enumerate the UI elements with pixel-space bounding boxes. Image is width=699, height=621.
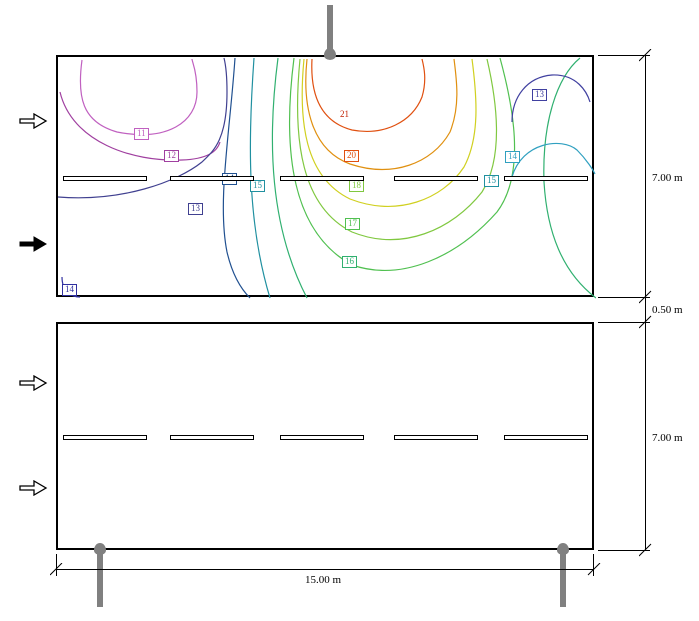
lane-dash [280, 435, 364, 440]
arrow-open-icon [18, 113, 48, 129]
lane-dash [394, 435, 478, 440]
lane-dash [170, 435, 254, 440]
dim-width-label: 15.00 m [305, 574, 341, 586]
dim-gap-label: 0.50 m [652, 304, 683, 316]
pole-bottom-left [97, 552, 103, 607]
arrow-solid-icon [18, 236, 48, 252]
contour-label: 18 [349, 180, 364, 192]
contour-label: 15 [484, 175, 499, 187]
contour-label: 14 [62, 284, 77, 296]
arrow-open-icon [18, 375, 48, 391]
contour-label: 16 [342, 256, 357, 268]
diagram-canvas: 1112131414151617182021151413 7.00 m 0.50… [0, 0, 699, 621]
lane-dash [504, 435, 588, 440]
lane-dash [394, 176, 478, 181]
arrow-open-icon [18, 480, 48, 496]
pole-bottom-right [560, 552, 566, 607]
contour-label: 20 [344, 150, 359, 162]
dim-ticks-right [639, 49, 653, 559]
contour-label: 13 [532, 89, 547, 101]
lane-dash [63, 176, 147, 181]
dim-upper-h-label: 7.00 m [652, 172, 683, 184]
contour-label: 17 [345, 218, 360, 230]
lane-dash [170, 176, 254, 181]
pole-head-top [324, 48, 336, 60]
lane-dash [280, 176, 364, 181]
dim-lower-h-label: 7.00 m [652, 432, 683, 444]
lane-dash [504, 176, 588, 181]
lane-dash [63, 435, 147, 440]
contour-label: 21 [338, 110, 351, 120]
contour-label: 12 [164, 150, 179, 162]
contour-label: 14 [505, 151, 520, 163]
pole-top-center [327, 5, 333, 53]
contour-label: 13 [188, 203, 203, 215]
contour-label: 11 [134, 128, 149, 140]
contour-label: 15 [250, 180, 265, 192]
